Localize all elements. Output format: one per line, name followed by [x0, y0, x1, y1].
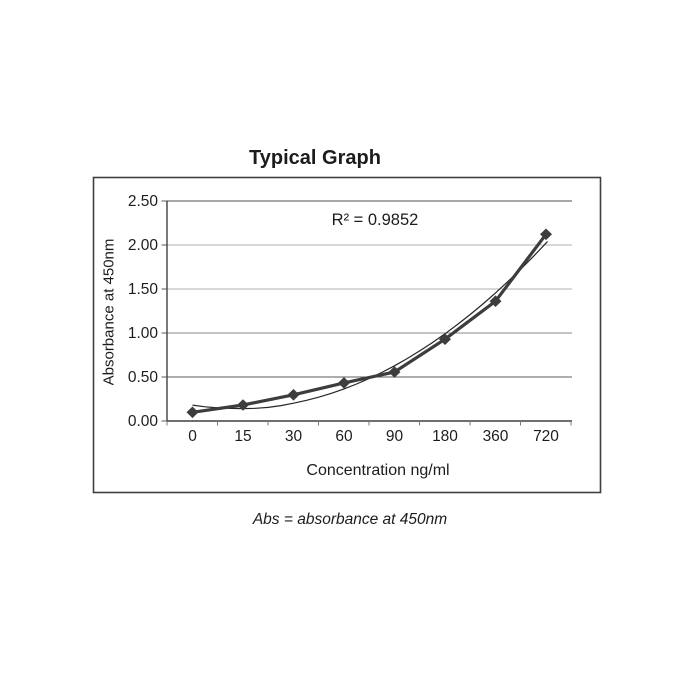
svg-text:90: 90: [386, 428, 404, 445]
svg-text:Abs = absorbance at 450nm: Abs = absorbance at 450nm: [252, 511, 447, 528]
svg-text:60: 60: [335, 428, 353, 445]
svg-text:R² = 0.9852: R² = 0.9852: [332, 211, 419, 229]
svg-text:Absorbance at 450nm: Absorbance at 450nm: [101, 239, 118, 386]
svg-text:1.00: 1.00: [128, 325, 159, 342]
svg-text:Typical Graph: Typical Graph: [249, 147, 381, 169]
svg-text:180: 180: [432, 428, 458, 445]
svg-text:2.00: 2.00: [128, 237, 159, 254]
svg-text:720: 720: [533, 428, 559, 445]
svg-text:1.50: 1.50: [128, 281, 159, 298]
svg-text:Concentration ng/ml: Concentration ng/ml: [306, 462, 449, 479]
svg-text:15: 15: [234, 428, 251, 445]
svg-text:0.50: 0.50: [128, 369, 159, 386]
svg-text:360: 360: [483, 428, 509, 445]
svg-text:0.00: 0.00: [128, 413, 159, 430]
svg-text:2.50: 2.50: [128, 193, 159, 210]
svg-text:0: 0: [188, 428, 197, 445]
svg-text:30: 30: [285, 428, 303, 445]
